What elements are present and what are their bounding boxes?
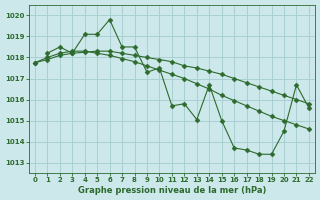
X-axis label: Graphe pression niveau de la mer (hPa): Graphe pression niveau de la mer (hPa) xyxy=(78,186,266,195)
